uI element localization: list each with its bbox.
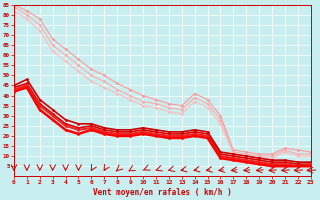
X-axis label: Vent moyen/en rafales ( km/h ): Vent moyen/en rafales ( km/h ) [93,188,232,197]
